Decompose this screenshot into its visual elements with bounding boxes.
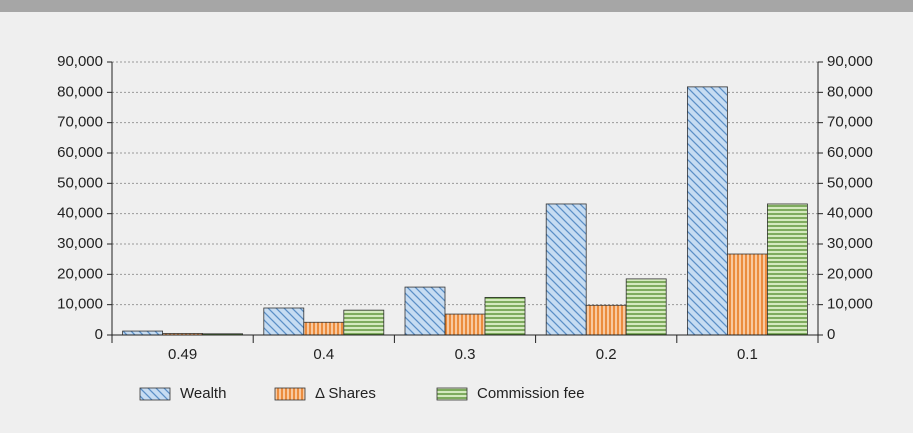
y2-tick-label: 40,000 <box>827 205 873 222</box>
bar <box>625 278 667 336</box>
bar <box>585 304 627 336</box>
bar <box>303 321 345 336</box>
y-tick-label: 70,000 <box>57 114 103 131</box>
y2-tick-label: 70,000 <box>827 114 873 131</box>
bar <box>122 330 163 336</box>
bar <box>727 253 768 336</box>
x-tick-label: 0.4 <box>313 346 334 363</box>
legend-swatch <box>274 387 306 401</box>
y2-tick-label: 80,000 <box>827 83 873 100</box>
y-tick-label: 0 <box>95 326 103 343</box>
legend-label: Δ Shares <box>315 385 376 402</box>
x-tick-label: 0.49 <box>168 346 197 363</box>
y-tick-label: 40,000 <box>57 205 103 222</box>
legend-swatch <box>139 387 171 401</box>
y-tick-label: 30,000 <box>57 235 103 252</box>
y-tick-label: 20,000 <box>57 265 103 282</box>
bar <box>404 286 446 336</box>
x-tick-label: 0.3 <box>455 346 476 363</box>
y2-tick-label: 20,000 <box>827 265 873 282</box>
y2-tick-label: 90,000 <box>827 53 873 70</box>
y-tick-label: 80,000 <box>57 83 103 100</box>
legend-swatch <box>436 387 468 401</box>
y2-tick-label: 50,000 <box>827 174 873 191</box>
legend-label: Commission fee <box>477 385 585 402</box>
y-tick-label: 60,000 <box>57 144 103 161</box>
x-tick-label: 0.2 <box>596 346 617 363</box>
y2-tick-label: 30,000 <box>827 235 873 252</box>
x-tick-label: 0.1 <box>737 346 758 363</box>
bar <box>767 203 808 336</box>
y-tick-label: 50,000 <box>57 174 103 191</box>
bar <box>687 86 728 336</box>
bar <box>545 203 587 336</box>
y-tick-label: 10,000 <box>57 296 103 313</box>
y2-tick-label: 0 <box>827 326 835 343</box>
bar <box>444 313 486 336</box>
bar <box>484 296 526 336</box>
bar <box>343 309 385 336</box>
y-tick-label: 90,000 <box>57 53 103 70</box>
bar <box>263 307 305 336</box>
legend-label: Wealth <box>180 385 226 402</box>
top-bar <box>0 0 913 12</box>
y2-tick-label: 10,000 <box>827 296 873 313</box>
y2-tick-label: 60,000 <box>827 144 873 161</box>
